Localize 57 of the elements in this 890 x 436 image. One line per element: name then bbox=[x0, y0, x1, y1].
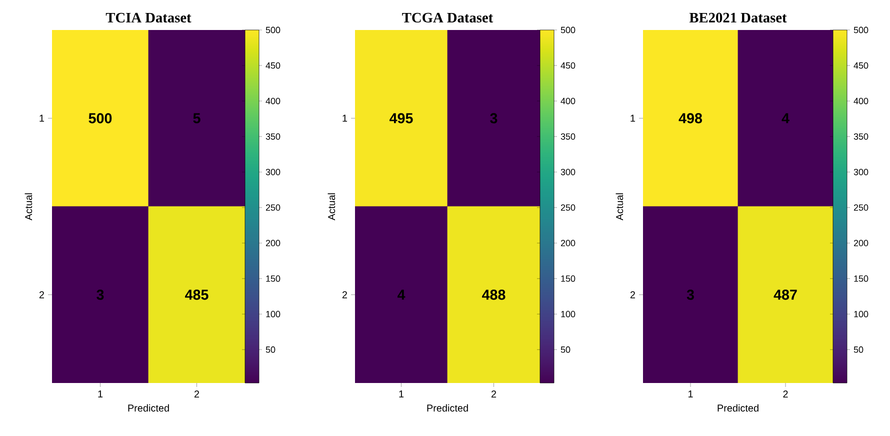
color-bar-label: 450 bbox=[266, 62, 280, 69]
color-bar-label: 200 bbox=[266, 240, 280, 246]
color-bar-label: 150 bbox=[854, 275, 868, 282]
x-tick-label: 2 bbox=[194, 390, 200, 398]
chart-title: TCGA Dataset bbox=[402, 12, 494, 22]
color-bar-label: 50 bbox=[266, 346, 276, 353]
data-label: 495 bbox=[390, 113, 413, 124]
color-bar-label: 450 bbox=[854, 62, 868, 69]
color-bar-label: 250 bbox=[854, 204, 868, 211]
color-bar-label: 500 bbox=[560, 26, 576, 34]
color-bar-label: 50 bbox=[560, 346, 570, 353]
data-label: 3 bbox=[96, 290, 104, 300]
color-bar-label: 450 bbox=[560, 62, 576, 69]
data-label: 3 bbox=[686, 290, 694, 300]
color-bar-label: 200 bbox=[854, 240, 868, 246]
color-bar-label: 400 bbox=[266, 98, 280, 104]
color-bar-label: 300 bbox=[266, 168, 280, 176]
data-label: 488 bbox=[482, 290, 506, 300]
y-axis-title: Actual bbox=[24, 193, 32, 220]
color-bar-label: 500 bbox=[854, 26, 868, 34]
color-bar-label: 350 bbox=[266, 133, 280, 140]
color-bar-label: 100 bbox=[266, 310, 280, 318]
color-bar-label: 350 bbox=[854, 133, 868, 140]
color-bar-label: 150 bbox=[266, 275, 280, 282]
x-tick-label: 2 bbox=[783, 390, 788, 398]
color-bar-label: 300 bbox=[854, 168, 868, 176]
x-axis-title: Predicted bbox=[718, 404, 758, 412]
x-tick-label: 1 bbox=[399, 390, 404, 398]
color-bar-label: 500 bbox=[266, 26, 280, 34]
color-bar-label: 100 bbox=[561, 310, 576, 318]
x-axis-title: Predicted bbox=[128, 404, 169, 412]
chart-title: BE2021 Dataset bbox=[689, 12, 787, 22]
data-label: 498 bbox=[678, 113, 702, 124]
color-bar-label: 300 bbox=[560, 168, 576, 176]
data-label: 500 bbox=[88, 113, 112, 124]
y-axis-title: Actual bbox=[616, 193, 624, 220]
color-bar-label: 250 bbox=[560, 204, 576, 211]
data-label: 4 bbox=[782, 113, 790, 124]
color-bar-label: 400 bbox=[854, 98, 868, 104]
color-bar-label: 50 bbox=[854, 346, 864, 353]
data-label: 3 bbox=[490, 113, 498, 124]
color-bar-label: 150 bbox=[561, 275, 576, 282]
color-bar-label: 100 bbox=[854, 310, 868, 318]
y-axis-title: Actual bbox=[328, 193, 336, 220]
data-label: 5 bbox=[193, 113, 200, 124]
color-bar-label: 200 bbox=[560, 240, 576, 246]
color-bar-label: 350 bbox=[560, 133, 576, 140]
data-label: 487 bbox=[774, 290, 797, 300]
x-axis-title: Predicted bbox=[427, 404, 468, 412]
data-label: 485 bbox=[185, 290, 208, 300]
x-tick-label: 2 bbox=[491, 390, 496, 398]
chart-title: TCIA Dataset bbox=[106, 12, 192, 22]
x-tick-label: 1 bbox=[688, 390, 693, 398]
color-bar-label: 250 bbox=[266, 204, 280, 211]
color-bar-label: 400 bbox=[560, 98, 576, 104]
data-label: 4 bbox=[397, 290, 406, 300]
x-tick-label: 1 bbox=[98, 390, 103, 398]
